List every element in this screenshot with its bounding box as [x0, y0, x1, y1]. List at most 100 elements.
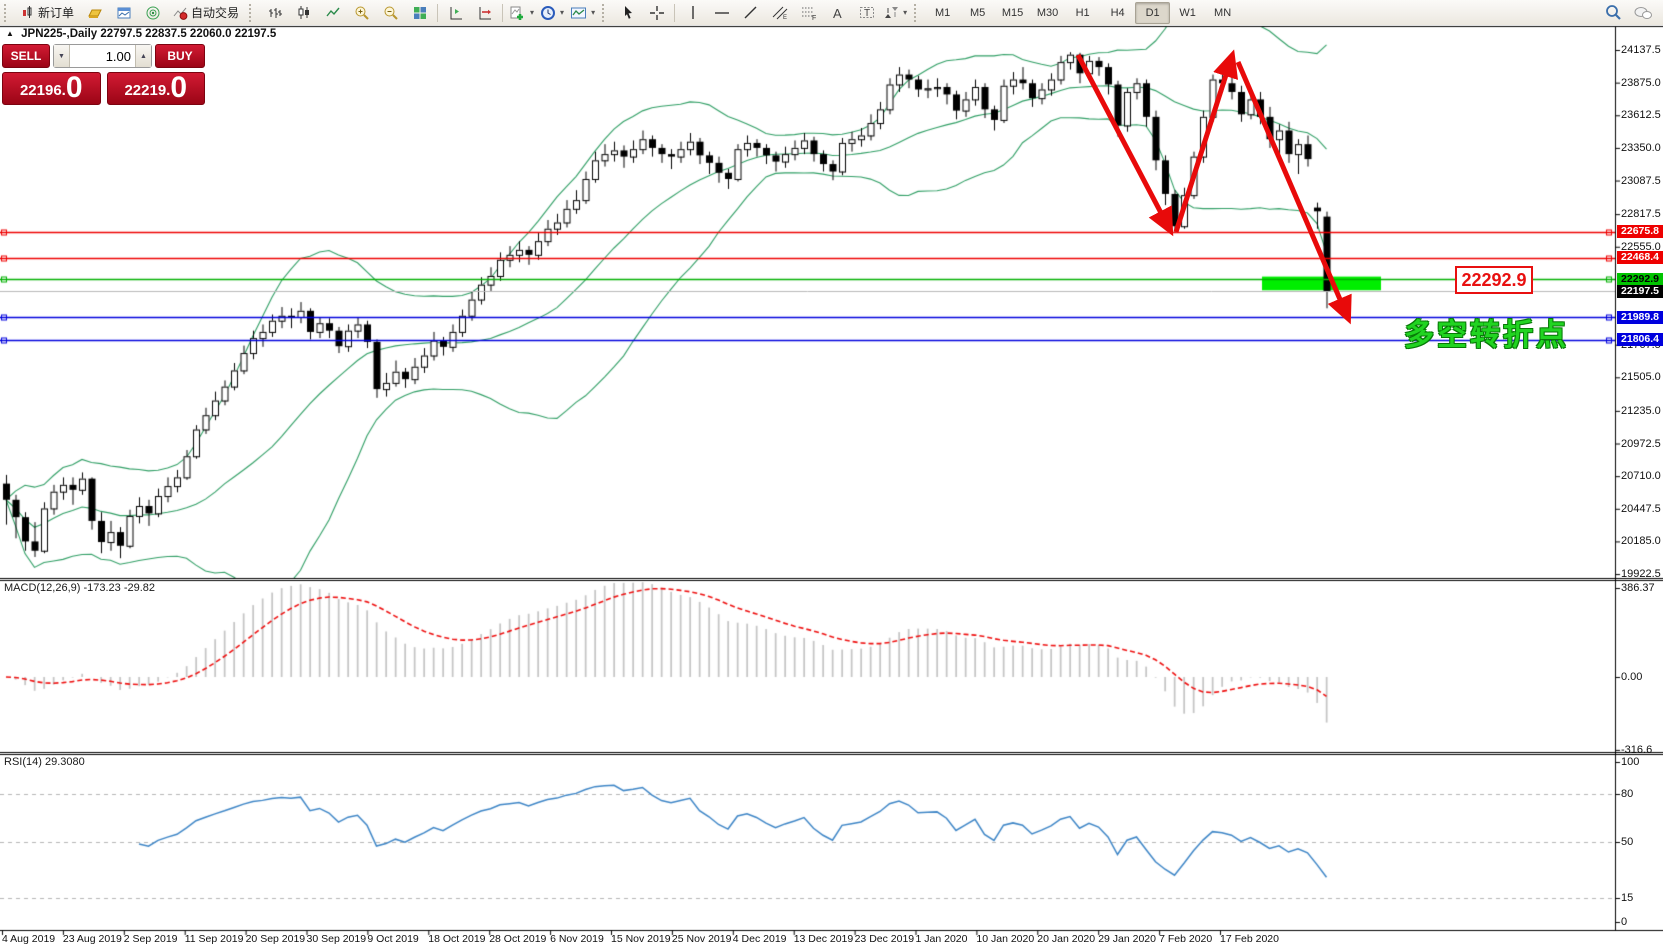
text-tool[interactable]: A — [823, 1, 852, 24]
macd-tick-label: 386.37 — [1621, 582, 1655, 595]
volume-input[interactable] — [70, 45, 135, 67]
rsi-tick-label: 50 — [1621, 836, 1634, 848]
timeframe-m1[interactable]: M1 — [934, 6, 951, 19]
toolbar-grip[interactable] — [914, 3, 923, 22]
navigator-button[interactable] — [138, 1, 167, 24]
templates-button[interactable]: ▾ — [567, 1, 598, 24]
trendline-icon — [744, 6, 757, 19]
text-label-tool[interactable]: T — [852, 1, 881, 24]
vertical-line-tool[interactable] — [678, 1, 707, 24]
svg-text:A: A — [833, 6, 842, 20]
rsi-tick-label: 0 — [1621, 916, 1628, 928]
collapse-panel-icon[interactable]: ▲ — [6, 29, 14, 38]
toolbar-grip[interactable] — [602, 3, 611, 22]
fibonacci-tool[interactable]: F — [794, 1, 823, 24]
price-tick-label: 20710.0 — [1621, 470, 1661, 483]
periods-dropdown-caret[interactable]: ▾ — [560, 8, 565, 17]
timeframe-m5[interactable]: M5 — [969, 6, 986, 19]
volume-decrease-button[interactable]: ▼ — [54, 45, 70, 67]
chat-icon — [1634, 6, 1652, 19]
zoom-out-button[interactable] — [376, 1, 405, 24]
periods-button[interactable]: ▾ — [537, 1, 567, 24]
tile-windows-button[interactable] — [405, 1, 434, 24]
sell-button[interactable]: SELL — [2, 44, 50, 68]
trendline-tool[interactable] — [736, 1, 765, 24]
date-axis-label: 17 Feb 2020 — [1220, 933, 1279, 945]
timeframe-m30[interactable]: M30 — [1036, 6, 1059, 19]
indicators-button[interactable]: ▾ — [506, 1, 537, 24]
equidistant-channel-icon: E — [772, 6, 787, 20]
arrow-shapes-icon — [885, 7, 899, 18]
text-a-icon: A — [833, 6, 842, 20]
date-axis-label: 23 Dec 2019 — [854, 933, 915, 945]
new-order-button[interactable]: 新订单 — [15, 1, 80, 24]
navigator-icon — [146, 6, 160, 19]
macd-indicator-label: MACD(12,26,9) -173.23 -29.82 — [4, 582, 156, 594]
date-axis-label: 10 Jan 2020 — [976, 933, 1035, 945]
price-tick-label: 21235.0 — [1621, 404, 1661, 417]
bar-chart-button[interactable] — [260, 1, 289, 24]
cursor-button[interactable] — [613, 1, 642, 24]
buy-label: BUY — [167, 49, 193, 63]
turning-point-text[interactable]: 多空转折点 — [1404, 319, 1569, 352]
autotrading-button[interactable]: 自动交易 — [167, 1, 245, 24]
chat-button[interactable] — [1628, 1, 1657, 24]
line-chart-icon — [325, 7, 340, 17]
buy-button[interactable]: BUY — [155, 44, 205, 68]
bid-main-digits: 22196 — [19, 82, 62, 99]
cursor-icon — [624, 6, 632, 19]
line-chart-button[interactable] — [318, 1, 347, 24]
auto-scroll-button[interactable] — [470, 1, 499, 24]
timeframe-w1[interactable]: W1 — [1179, 6, 1196, 19]
templates-dropdown-caret[interactable]: ▾ — [591, 8, 596, 17]
volume-increase-button[interactable]: ▲ — [135, 45, 151, 67]
ask-big-digit: 0 — [170, 71, 188, 104]
zoom-in-icon — [355, 6, 369, 20]
equidistant-channel-tool[interactable]: E — [765, 1, 794, 24]
date-axis-label: 6 Nov 2019 — [550, 933, 604, 945]
trend-arrows-annotation[interactable] — [0, 25, 1663, 947]
market-watch-icon — [117, 7, 131, 18]
chart-shift-button[interactable] — [441, 1, 470, 24]
price-tick-label: 19922.5 — [1621, 568, 1661, 581]
new-order-icon — [23, 5, 32, 18]
timeframe-h1[interactable]: H1 — [1075, 6, 1090, 19]
bid-price-button[interactable]: 22196 . 0 — [2, 72, 101, 105]
price-tick-label: 23350.0 — [1621, 141, 1661, 154]
bid-big-digit: 0 — [65, 71, 83, 104]
horizontal-line-tool[interactable] — [707, 1, 736, 24]
date-axis-label: 28 Oct 2019 — [489, 933, 547, 945]
price-level-label[interactable]: 22292.9 — [1455, 266, 1533, 294]
candlestick-chart-button[interactable] — [289, 1, 318, 24]
zoom-in-button[interactable] — [347, 1, 376, 24]
search-icon — [1606, 5, 1621, 20]
search-button[interactable] — [1599, 1, 1628, 24]
indicators-dropdown-caret[interactable]: ▾ — [530, 8, 535, 17]
timeframe-mn[interactable]: MN — [1214, 6, 1232, 19]
candlestick-chart-icon — [298, 6, 309, 19]
price-tick-label: 20185.0 — [1621, 535, 1661, 548]
price-tick-label: 23875.0 — [1621, 76, 1661, 89]
ohlc-values: 22797.5 22837.5 22060.0 22197.5 — [100, 28, 277, 40]
date-axis-label: 18 Oct 2019 — [428, 933, 486, 945]
rsi-tick-label: 80 — [1621, 788, 1634, 800]
symbol-ohlc-line: ▲ JPN225-,Daily 22797.5 22837.5 22060.0 … — [6, 28, 276, 40]
ask-price-button[interactable]: 22219 . 0 — [106, 71, 205, 105]
date-axis-label: 23 Aug 2019 — [62, 933, 122, 945]
toolbar-grip[interactable] — [4, 3, 13, 22]
price-chart-canvas[interactable] — [0, 25, 1663, 947]
price-tick-label: 21505.0 — [1621, 371, 1661, 384]
crosshair-button[interactable] — [642, 1, 671, 24]
rsi-tick-label: 15 — [1621, 892, 1634, 904]
timeframe-h4[interactable]: H4 — [1110, 6, 1125, 19]
arrows-tool[interactable]: ▾ — [881, 1, 910, 24]
tile-windows-icon — [413, 6, 426, 19]
arrows-dropdown-caret[interactable]: ▾ — [903, 8, 908, 17]
timeframe-m15[interactable]: M15 — [1001, 6, 1024, 19]
timeframe-d1[interactable]: D1 — [1135, 1, 1171, 24]
market-watch-button[interactable] — [109, 1, 138, 24]
toolbar-grip[interactable] — [249, 3, 258, 22]
profiles-button[interactable] — [80, 1, 109, 24]
date-axis-label: 29 Jan 2020 — [1098, 933, 1156, 945]
price-badge: 21806.4 — [1617, 333, 1663, 347]
